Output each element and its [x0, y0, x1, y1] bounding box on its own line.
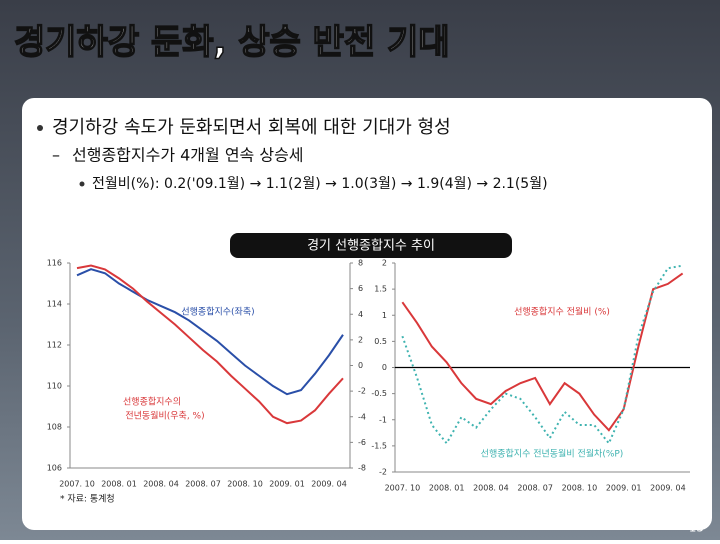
y-tick-label: 106	[47, 464, 62, 473]
bullet: 전월비(%): 0.2('09.1월) → 1.1(2월) → 1.0(3월) …	[92, 176, 548, 192]
y-tick-label: 116	[47, 259, 62, 268]
bullet-dot	[79, 181, 85, 187]
y2-tick-label: -8	[358, 464, 366, 473]
y-tick-label: 2	[382, 259, 387, 268]
y-tick-label: 0	[382, 363, 387, 372]
annotation: 선행종합지수의	[123, 396, 181, 408]
banner-box	[230, 233, 512, 258]
y2-tick-label: 6	[358, 284, 363, 293]
x-tick-label: 2009. 04	[311, 480, 347, 489]
source: * 자료: 통계청	[60, 493, 115, 505]
x-tick-label: 2009. 04	[650, 484, 686, 493]
legend-label: 선행종합지수 전년동월비 전월차(%P)	[481, 448, 624, 460]
x-tick-label: 2008. 10	[562, 484, 598, 493]
x-tick-label: 2009. 01	[269, 480, 305, 489]
series-line	[401, 272, 684, 432]
y2-tick-label: -2	[358, 387, 366, 396]
bullet: 선행종합지수가 4개월 연속 상승세	[72, 146, 304, 165]
x-tick-label: 2007. 10	[59, 480, 95, 489]
y2-tick-label: 0	[358, 361, 363, 370]
x-tick-label: 2009. 01	[606, 484, 642, 493]
y-tick-label: -1	[379, 415, 387, 424]
x-tick-label: 2007. 10	[385, 484, 421, 493]
y-tick-label: 114	[47, 300, 62, 309]
y2-tick-label: -4	[358, 412, 366, 421]
y2-tick-label: -6	[358, 438, 366, 447]
y-tick-label: 108	[47, 423, 62, 432]
x-tick-label: 2008. 10	[227, 480, 263, 489]
y-tick-label: -1.5	[371, 441, 387, 450]
y-tick-label: 112	[47, 341, 62, 350]
x-tick-label: 2008. 01	[429, 484, 465, 493]
y-tick-label: 110	[47, 382, 62, 391]
x-tick-label: 2008. 07	[517, 484, 553, 493]
y2-tick-label: 4	[358, 310, 363, 319]
y2-tick-label: 8	[358, 259, 363, 268]
x-tick-label: 2008. 04	[143, 480, 179, 489]
x-tick-label: 2008. 01	[101, 480, 137, 489]
annotation: 선행종합지수(좌축)	[181, 306, 254, 318]
bullet: 경기하강 속도가 둔화되면서 회복에 대한 기대가 형성	[52, 117, 451, 138]
legend-label: 선행종합지수 전월비 (%)	[514, 306, 610, 318]
y-tick-label: 1.5	[374, 285, 387, 294]
banner: 경기 선행종합지수 추이	[307, 238, 435, 254]
series-line	[76, 264, 344, 425]
series-line	[76, 268, 344, 396]
page-number: 15	[689, 521, 704, 535]
dash: –	[52, 146, 60, 165]
slide-title: 경기하강 둔화, 상승 반전 기대	[14, 23, 450, 63]
y-tick-label: 1	[382, 311, 387, 320]
y-tick-label: -0.5	[371, 389, 387, 398]
bullet-dot	[37, 125, 43, 131]
y-tick-label: 0.5	[374, 337, 387, 346]
y2-tick-label: 2	[358, 335, 363, 344]
charts: 106 108 110 112 114 116 -8 -6 -4 -2 0 2 4 6 8 2007. 10 2…	[47, 259, 690, 493]
annotation: 전년동월비(우축, %)	[125, 410, 204, 422]
x-tick-label: 2008. 07	[185, 480, 221, 489]
y-tick-label: -2	[379, 468, 387, 477]
x-tick-label: 2008. 04	[473, 484, 509, 493]
